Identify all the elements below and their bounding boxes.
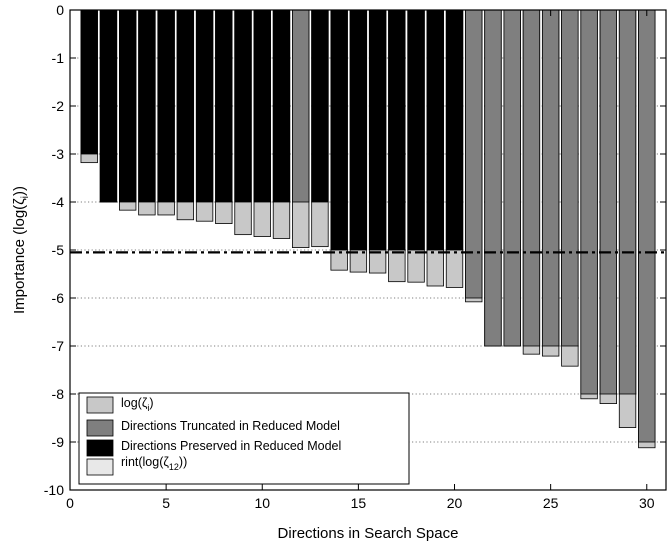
bar-preserved bbox=[119, 9, 137, 203]
x-tick-label: 0 bbox=[66, 495, 74, 511]
x-tick-label: 25 bbox=[543, 495, 559, 511]
bar-preserved bbox=[157, 9, 175, 203]
y-tick-label: -2 bbox=[52, 98, 65, 114]
bar-preserved bbox=[445, 9, 464, 251]
bar-truncated bbox=[465, 9, 483, 299]
axis-ticks: 0 5 10 15 20 25 30 0 -1 -2 -3 -4 -5 -6 -7 -8 -9 -10 bbox=[44, 2, 666, 511]
x-tick-label: 10 bbox=[254, 495, 270, 511]
bars bbox=[80, 9, 656, 449]
legend-label: Directions Truncated in Reduced Model bbox=[121, 419, 340, 433]
legend-swatch bbox=[86, 458, 114, 476]
bar-truncated bbox=[292, 9, 310, 203]
bar-preserved bbox=[311, 9, 329, 203]
bar-preserved bbox=[349, 9, 368, 251]
y-tick-label: -7 bbox=[52, 338, 65, 354]
bar-preserved bbox=[368, 9, 387, 251]
bar-truncated bbox=[503, 9, 521, 347]
legend-label: log(ζi) bbox=[121, 396, 154, 413]
bar-preserved bbox=[234, 9, 252, 203]
y-tick-label: -5 bbox=[52, 242, 65, 258]
y-tick-label: -1 bbox=[52, 50, 65, 66]
legend-swatch bbox=[86, 419, 114, 437]
x-tick-label: 30 bbox=[639, 495, 655, 511]
y-tick-label: -10 bbox=[44, 482, 64, 498]
legend-label: rint(log(ζ12)) bbox=[121, 455, 187, 472]
bar-truncated bbox=[522, 9, 541, 347]
y-tick-label: -4 bbox=[52, 194, 65, 210]
y-tick-label: -9 bbox=[52, 434, 65, 450]
bar-preserved bbox=[426, 9, 444, 251]
bar-preserved bbox=[388, 9, 406, 251]
x-tick-label: 20 bbox=[447, 495, 463, 511]
bar-preserved bbox=[195, 9, 214, 203]
bar-truncated bbox=[599, 9, 617, 395]
bar-truncated bbox=[618, 9, 637, 395]
bar-truncated bbox=[484, 9, 502, 347]
y-tick-label: -3 bbox=[52, 146, 65, 162]
x-axis-label: Directions in Search Space bbox=[278, 525, 459, 542]
legend-swatch bbox=[86, 396, 114, 414]
bar-truncated bbox=[541, 9, 560, 347]
bar-preserved bbox=[407, 9, 425, 251]
bar-preserved bbox=[80, 9, 98, 155]
bar-preserved bbox=[176, 9, 195, 203]
bar-truncated bbox=[638, 9, 656, 443]
bar-preserved bbox=[138, 9, 156, 203]
legend-box bbox=[78, 392, 410, 485]
bar-preserved bbox=[253, 9, 271, 203]
y-tick-label: -8 bbox=[52, 386, 65, 402]
bar-truncated bbox=[561, 9, 579, 347]
x-tick-label: 15 bbox=[351, 495, 367, 511]
legend-swatch bbox=[86, 439, 114, 457]
bar-preserved bbox=[215, 9, 233, 203]
bar-preserved bbox=[330, 9, 348, 251]
x-tick-label: 5 bbox=[162, 495, 170, 511]
y-axis-label: Importance (log(ζi)) bbox=[11, 186, 31, 314]
legend-label: Directions Preserved in Reduced Model bbox=[121, 439, 341, 453]
bar-truncated bbox=[580, 9, 598, 395]
bar-preserved bbox=[99, 9, 118, 203]
legend: log(ζi) Directions Truncated in Reduced M… bbox=[78, 392, 410, 485]
bar-preserved bbox=[272, 9, 291, 203]
y-tick-label: 0 bbox=[56, 2, 64, 18]
y-tick-label: -6 bbox=[52, 290, 65, 306]
